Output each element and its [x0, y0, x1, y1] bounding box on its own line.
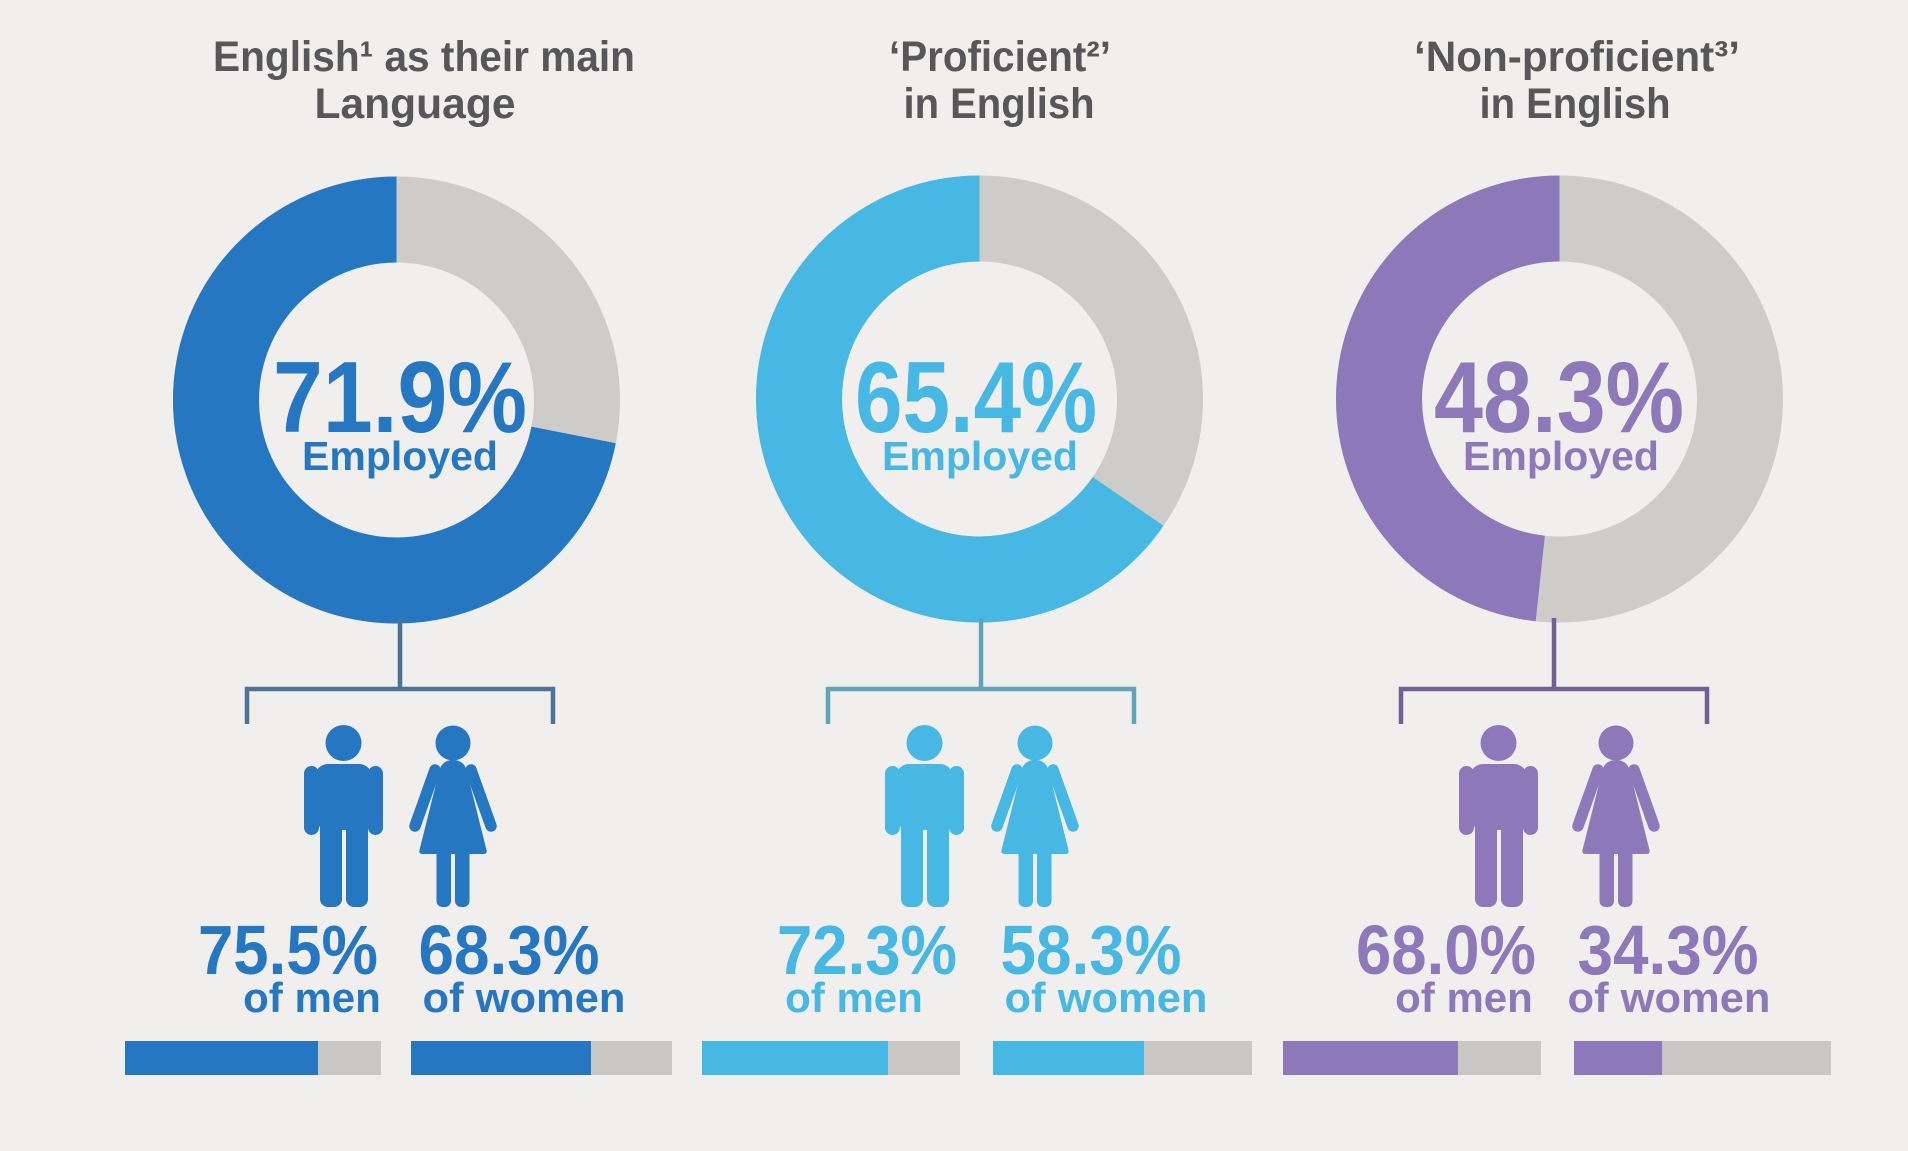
svg-text:Employed: Employed — [302, 433, 498, 479]
svg-text:68.3%: 68.3% — [419, 911, 600, 989]
svg-text:English¹ as their main: English¹ as their main — [213, 33, 635, 81]
svg-text:of men: of men — [785, 974, 923, 1021]
svg-text:71.9%: 71.9% — [273, 342, 527, 454]
svg-text:48.3%: 48.3% — [1434, 342, 1684, 454]
svg-text:of men: of men — [1395, 974, 1533, 1021]
svg-text:‘Non-proficient³’: ‘Non-proficient³’ — [1414, 33, 1740, 81]
svg-text:in English: in English — [904, 80, 1095, 128]
svg-text:72.3%: 72.3% — [777, 911, 957, 989]
svg-text:75.5%: 75.5% — [198, 911, 378, 989]
svg-text:of women: of women — [423, 974, 626, 1021]
svg-text:68.0%: 68.0% — [1356, 911, 1536, 989]
svg-text:65.4%: 65.4% — [855, 342, 1097, 454]
svg-text:Language: Language — [315, 80, 516, 128]
svg-text:Employed: Employed — [1463, 433, 1659, 479]
svg-text:of men: of men — [243, 974, 381, 1021]
svg-text:of women: of women — [1568, 974, 1771, 1021]
svg-text:Employed: Employed — [882, 433, 1078, 479]
svg-text:of women: of women — [1005, 974, 1208, 1021]
svg-text:34.3%: 34.3% — [1578, 911, 1759, 989]
svg-text:in English: in English — [1480, 80, 1671, 128]
svg-text:‘Proficient²’: ‘Proficient²’ — [889, 33, 1111, 81]
svg-text:58.3%: 58.3% — [1001, 911, 1182, 989]
